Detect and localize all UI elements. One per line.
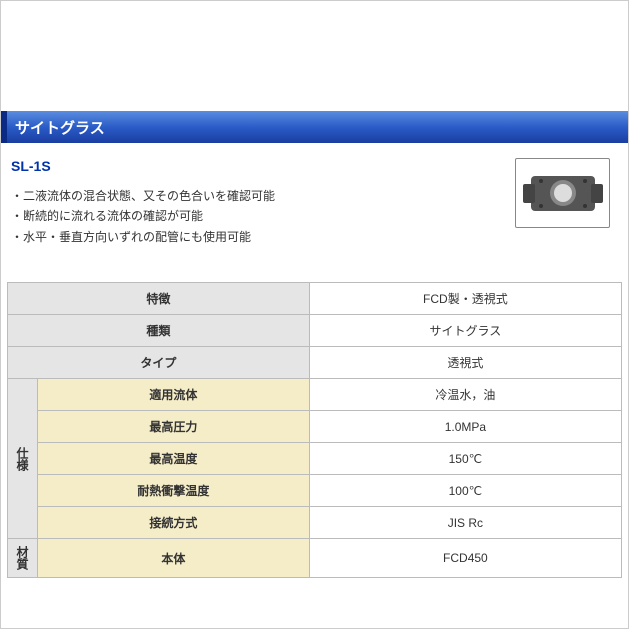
row-value: 冷温水，油 <box>309 379 621 411</box>
row-label: 適用流体 <box>38 379 310 411</box>
row-value: 150℃ <box>309 443 621 475</box>
row-value: JIS Rc <box>309 507 621 539</box>
page-title: サイトグラス <box>15 117 105 138</box>
model-code: SL-1S <box>11 158 515 174</box>
model-info: SL-1S ・二液流体の混合状態、又その色合いを確認可能 ・断続的に流れる流体の… <box>11 158 515 247</box>
row-label: 接続方式 <box>38 507 310 539</box>
sightglass-icon <box>523 166 603 221</box>
group-label: 材質 <box>8 539 38 578</box>
row-label: 種類 <box>8 315 310 347</box>
row-label: 最高圧力 <box>38 411 310 443</box>
row-value: 1.0MPa <box>309 411 621 443</box>
row-label: タイプ <box>8 347 310 379</box>
row-label: 耐熱衝撃温度 <box>38 475 310 507</box>
spec-table: 特徴 FCD製・透視式 種類 サイトグラス タイプ 透視式 仕様 適用流体 冷温… <box>7 282 622 578</box>
feature-item: ・水平・垂直方向いずれの配管にも使用可能 <box>11 227 515 247</box>
row-value: 透視式 <box>309 347 621 379</box>
row-value: FCD製・透視式 <box>309 283 621 315</box>
table-row: 仕様 適用流体 冷温水，油 <box>8 379 622 411</box>
product-image <box>515 158 610 228</box>
row-label: 特徴 <box>8 283 310 315</box>
row-label: 最高温度 <box>38 443 310 475</box>
table-row: 接続方式 JIS Rc <box>8 507 622 539</box>
model-section: SL-1S ・二液流体の混合状態、又その色合いを確認可能 ・断続的に流れる流体の… <box>1 158 628 247</box>
table-row: 最高圧力 1.0MPa <box>8 411 622 443</box>
feature-item: ・二液流体の混合状態、又その色合いを確認可能 <box>11 186 515 206</box>
table-row: タイプ 透視式 <box>8 347 622 379</box>
row-value: 100℃ <box>309 475 621 507</box>
page-header: サイトグラス <box>1 111 628 143</box>
table-row: 材質 本体 FCD450 <box>8 539 622 578</box>
feature-list: ・二液流体の混合状態、又その色合いを確認可能 ・断続的に流れる流体の確認が可能 … <box>11 186 515 247</box>
feature-item: ・断続的に流れる流体の確認が可能 <box>11 206 515 226</box>
row-label: 本体 <box>38 539 310 578</box>
table-row: 耐熱衝撃温度 100℃ <box>8 475 622 507</box>
row-value: FCD450 <box>309 539 621 578</box>
table-row: 種類 サイトグラス <box>8 315 622 347</box>
table-row: 特徴 FCD製・透視式 <box>8 283 622 315</box>
table-row: 最高温度 150℃ <box>8 443 622 475</box>
group-label: 仕様 <box>8 379 38 539</box>
row-value: サイトグラス <box>309 315 621 347</box>
